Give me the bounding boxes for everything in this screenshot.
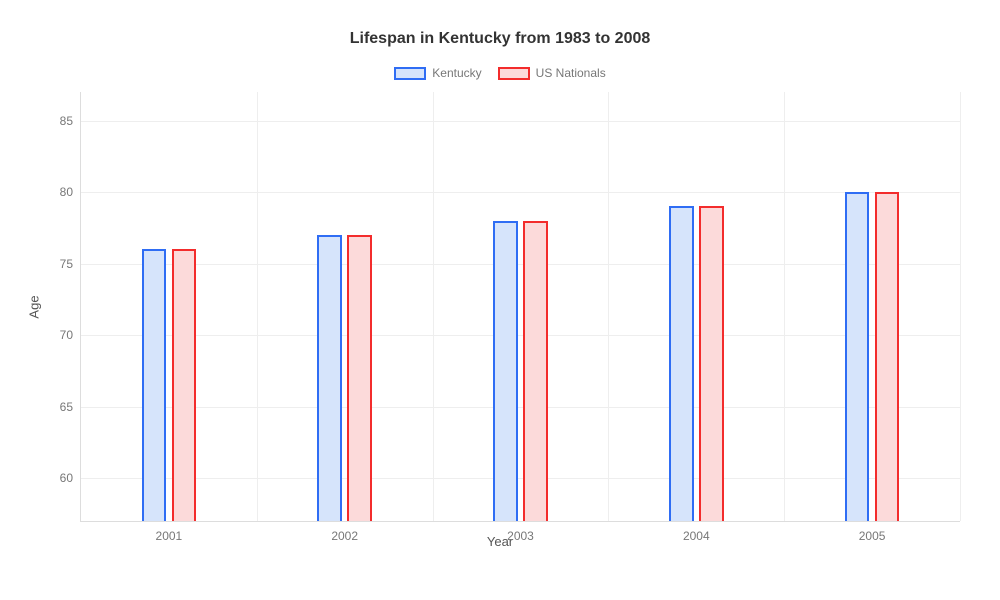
chart-title: Lifespan in Kentucky from 1983 to 2008: [20, 30, 980, 48]
legend-swatch: [394, 67, 426, 80]
y-tick-label: 80: [60, 185, 81, 199]
gridline: [81, 335, 960, 336]
x-tick-label: 2005: [859, 521, 886, 543]
vgridline: [433, 92, 434, 521]
gridline: [81, 407, 960, 408]
gridline: [81, 264, 960, 265]
bar: [347, 235, 372, 521]
vgridline: [608, 92, 609, 521]
bar: [317, 235, 342, 521]
legend-item: Kentucky: [394, 66, 481, 80]
x-tick-label: 2001: [156, 521, 183, 543]
y-tick-label: 70: [60, 328, 81, 342]
x-tick-label: 2003: [507, 521, 534, 543]
y-tick-label: 75: [60, 257, 81, 271]
legend-swatch: [498, 67, 530, 80]
legend-label: US Nationals: [536, 66, 606, 80]
gridline: [81, 192, 960, 193]
vgridline: [784, 92, 785, 521]
bar: [142, 249, 167, 521]
legend: Kentucky US Nationals: [20, 66, 980, 80]
plot-wrapper: Age 60657075808520012002200320042005: [80, 92, 960, 522]
vgridline: [257, 92, 258, 521]
y-tick-label: 60: [60, 471, 81, 485]
chart-container: Lifespan in Kentucky from 1983 to 2008 K…: [0, 0, 1000, 600]
vgridline: [960, 92, 961, 521]
x-tick-label: 2002: [331, 521, 358, 543]
y-tick-label: 65: [60, 400, 81, 414]
bar: [875, 192, 900, 521]
bar: [845, 192, 870, 521]
bar: [699, 206, 724, 521]
legend-label: Kentucky: [432, 66, 481, 80]
bar: [172, 249, 197, 521]
gridline: [81, 121, 960, 122]
bar: [669, 206, 694, 521]
x-tick-label: 2004: [683, 521, 710, 543]
gridline: [81, 478, 960, 479]
bar: [523, 221, 548, 521]
y-axis-label: Age: [27, 295, 42, 318]
legend-item: US Nationals: [498, 66, 606, 80]
bar: [493, 221, 518, 521]
y-tick-label: 85: [60, 114, 81, 128]
plot-area: 60657075808520012002200320042005: [80, 92, 960, 522]
